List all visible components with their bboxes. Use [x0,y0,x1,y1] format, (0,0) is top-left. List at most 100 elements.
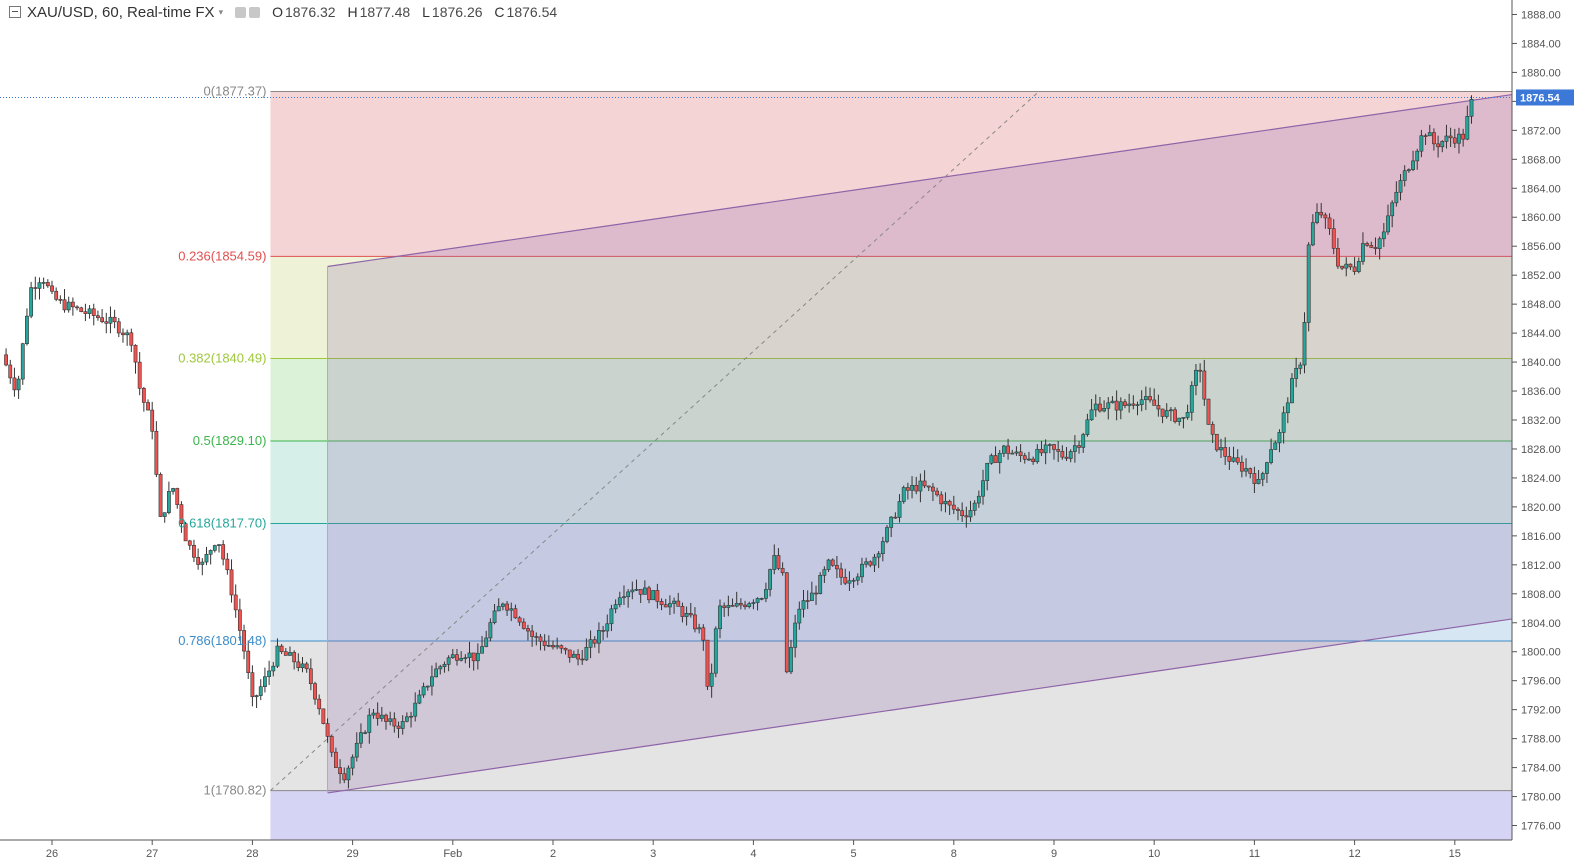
candle [676,592,681,607]
candle [50,280,54,294]
candle [1018,444,1023,463]
fibonacci-retracement[interactable] [270,90,1566,840]
collapse-icon[interactable] [9,6,21,18]
channel-lower-line[interactable] [327,610,1566,794]
candle [546,635,551,647]
fib-level-label: 1(1780.82) [204,783,267,798]
candle [571,650,576,658]
candle [1411,150,1415,172]
fib-zone [270,523,1566,642]
candle [663,598,668,608]
candle [1427,124,1432,137]
candle [1448,127,1453,148]
price-tick-label: 1780.00 [1521,792,1561,804]
candle [1373,237,1378,255]
candle [976,490,981,508]
candle [1185,404,1190,420]
candle [805,590,810,610]
dashed-trend-line[interactable] [270,91,1040,791]
candle [993,446,998,463]
candle [1235,449,1240,465]
candle [530,625,535,647]
candle [1269,438,1274,465]
candle [417,689,422,705]
candle [171,487,175,495]
candle [688,602,693,618]
open-key: O [272,4,283,20]
time-axis[interactable]: 26 27 28 29 Feb 2 3 4 5 8 9 10 11 12 15 [0,839,1578,867]
candle [1210,421,1215,443]
candle [985,462,990,491]
price-tick-label: 1868.00 [1521,154,1561,166]
candle [1098,396,1102,413]
candle [1256,469,1261,485]
candle [534,632,539,646]
candle [375,702,380,726]
candle [250,665,255,707]
candle [1173,407,1177,424]
candle [505,601,509,616]
symbol-title[interactable]: XAU/USD, 60, Real-time FX [27,3,215,21]
candle [1340,265,1344,271]
settings-icon[interactable] [249,6,261,18]
candle [730,598,735,607]
high-key: H [347,4,358,20]
candle [1164,403,1169,419]
candle [509,602,514,622]
candle [25,308,29,346]
candle [1068,449,1073,463]
price-tick-label: 1860.00 [1521,212,1561,224]
candle [162,512,167,523]
candle [1310,214,1315,247]
candle [204,546,209,566]
candle [1348,263,1353,271]
candle [697,623,702,634]
parallel-channel[interactable] [327,86,1566,794]
candle [175,487,180,509]
fib-trend-line[interactable] [270,91,1040,791]
candle [542,634,547,651]
candle [1022,452,1027,464]
candle [1294,357,1299,388]
candle [283,648,288,656]
candle [1106,397,1111,420]
candle [1344,257,1349,277]
candle [726,595,731,617]
candle [809,581,814,601]
channel-upper-line[interactable] [327,86,1566,268]
candle [425,685,430,691]
candle [1198,363,1203,383]
candle [693,607,697,633]
candle [271,661,276,677]
candle [1206,398,1211,425]
candle [684,606,689,626]
candle [263,667,267,693]
candle [1365,241,1370,247]
channel-fill [327,86,1566,793]
candle [317,694,322,715]
candle [1231,446,1236,463]
candle [960,502,965,522]
candle [379,706,384,722]
price-tick-label: 1800.00 [1521,647,1561,659]
time-tick-label: 2 [550,848,556,860]
price-axis[interactable]: 1776.00 1780.00 1784.00 1788.00 1792.00 1796.… [1511,0,1578,867]
candle [1194,363,1198,396]
candle [229,559,234,603]
chevron-down-icon[interactable]: ▾ [218,6,224,17]
candle [1219,438,1223,458]
candle [87,305,92,319]
candle [409,711,413,728]
candle [667,595,672,615]
fib-zone [270,358,1566,441]
candle [880,536,885,562]
price-tick-label: 1856.00 [1521,241,1561,253]
price-tick-label: 1776.00 [1521,821,1561,833]
candle [551,640,555,650]
candle [342,767,347,784]
candle [16,375,21,399]
visibility-icon[interactable] [235,6,247,18]
candle [914,476,919,495]
candle [1056,440,1061,462]
